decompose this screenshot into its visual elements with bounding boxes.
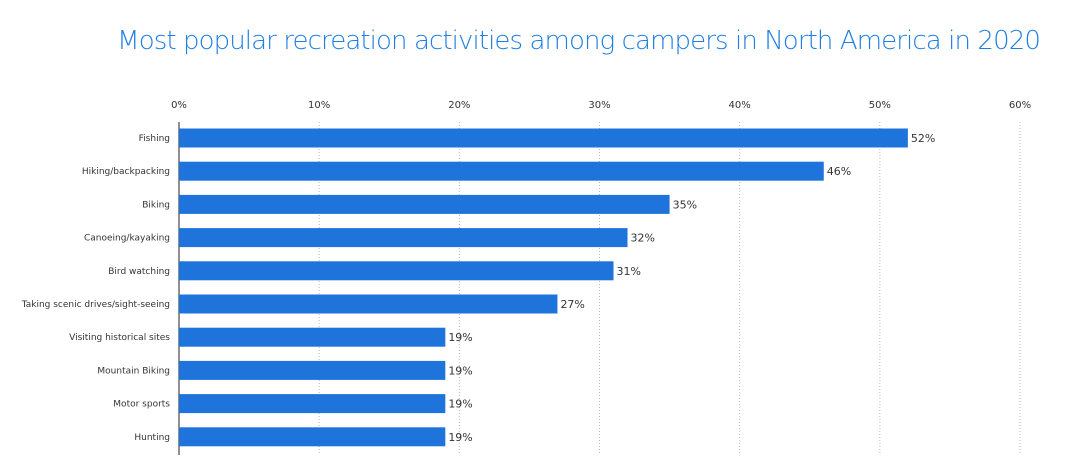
data-label: 19% xyxy=(448,431,472,444)
category-labels: Fishing Hiking/backpacking Biking Canoeing/… xyxy=(21,134,171,443)
x-tick-label: 0% xyxy=(171,100,187,111)
bar xyxy=(179,327,446,347)
x-tick-label: 10% xyxy=(308,100,330,111)
bar xyxy=(179,161,824,181)
bar xyxy=(179,128,908,148)
data-label: 27% xyxy=(560,298,584,311)
category-label: Taking scenic drives/sight-seeing xyxy=(21,300,170,310)
bars xyxy=(179,128,908,447)
category-label: Visiting historical sites xyxy=(69,333,170,343)
data-label: 32% xyxy=(631,232,655,245)
x-tick-label: 20% xyxy=(448,100,470,111)
data-label: 46% xyxy=(827,165,851,178)
data-label: 19% xyxy=(448,398,472,411)
x-tick-label: 60% xyxy=(1009,100,1031,111)
x-axis-ticks: 0% 10% 20% 30% 40% 50% 60% xyxy=(171,100,1031,111)
bar xyxy=(179,194,670,214)
data-label: 19% xyxy=(448,331,472,344)
category-label: Motor sports xyxy=(113,400,170,410)
data-label: 52% xyxy=(911,132,935,145)
category-label: Mountain Biking xyxy=(97,366,170,376)
x-tick-label: 30% xyxy=(588,100,610,111)
bar xyxy=(179,294,558,314)
bar xyxy=(179,394,446,414)
category-label: Bird watching xyxy=(108,267,170,277)
category-label: Canoeing/kayaking xyxy=(84,234,170,244)
category-label: Fishing xyxy=(139,134,170,144)
data-label: 35% xyxy=(673,198,697,211)
bar xyxy=(179,360,446,380)
chart-title: Most popular recreation activities among… xyxy=(117,26,1041,56)
category-label: Hiking/backpacking xyxy=(82,167,170,177)
x-tick-label: 40% xyxy=(729,100,751,111)
bar xyxy=(179,427,446,447)
data-label: 31% xyxy=(617,265,641,278)
bar xyxy=(179,261,614,281)
x-tick-label: 50% xyxy=(869,100,891,111)
category-label: Biking xyxy=(142,200,170,210)
category-label: Hunting xyxy=(134,433,170,443)
value-labels: 52% 46% 35% 32% 31% 27% 19% 19% 19% 19% xyxy=(448,132,935,444)
data-label: 19% xyxy=(448,364,472,377)
bar xyxy=(179,228,628,248)
